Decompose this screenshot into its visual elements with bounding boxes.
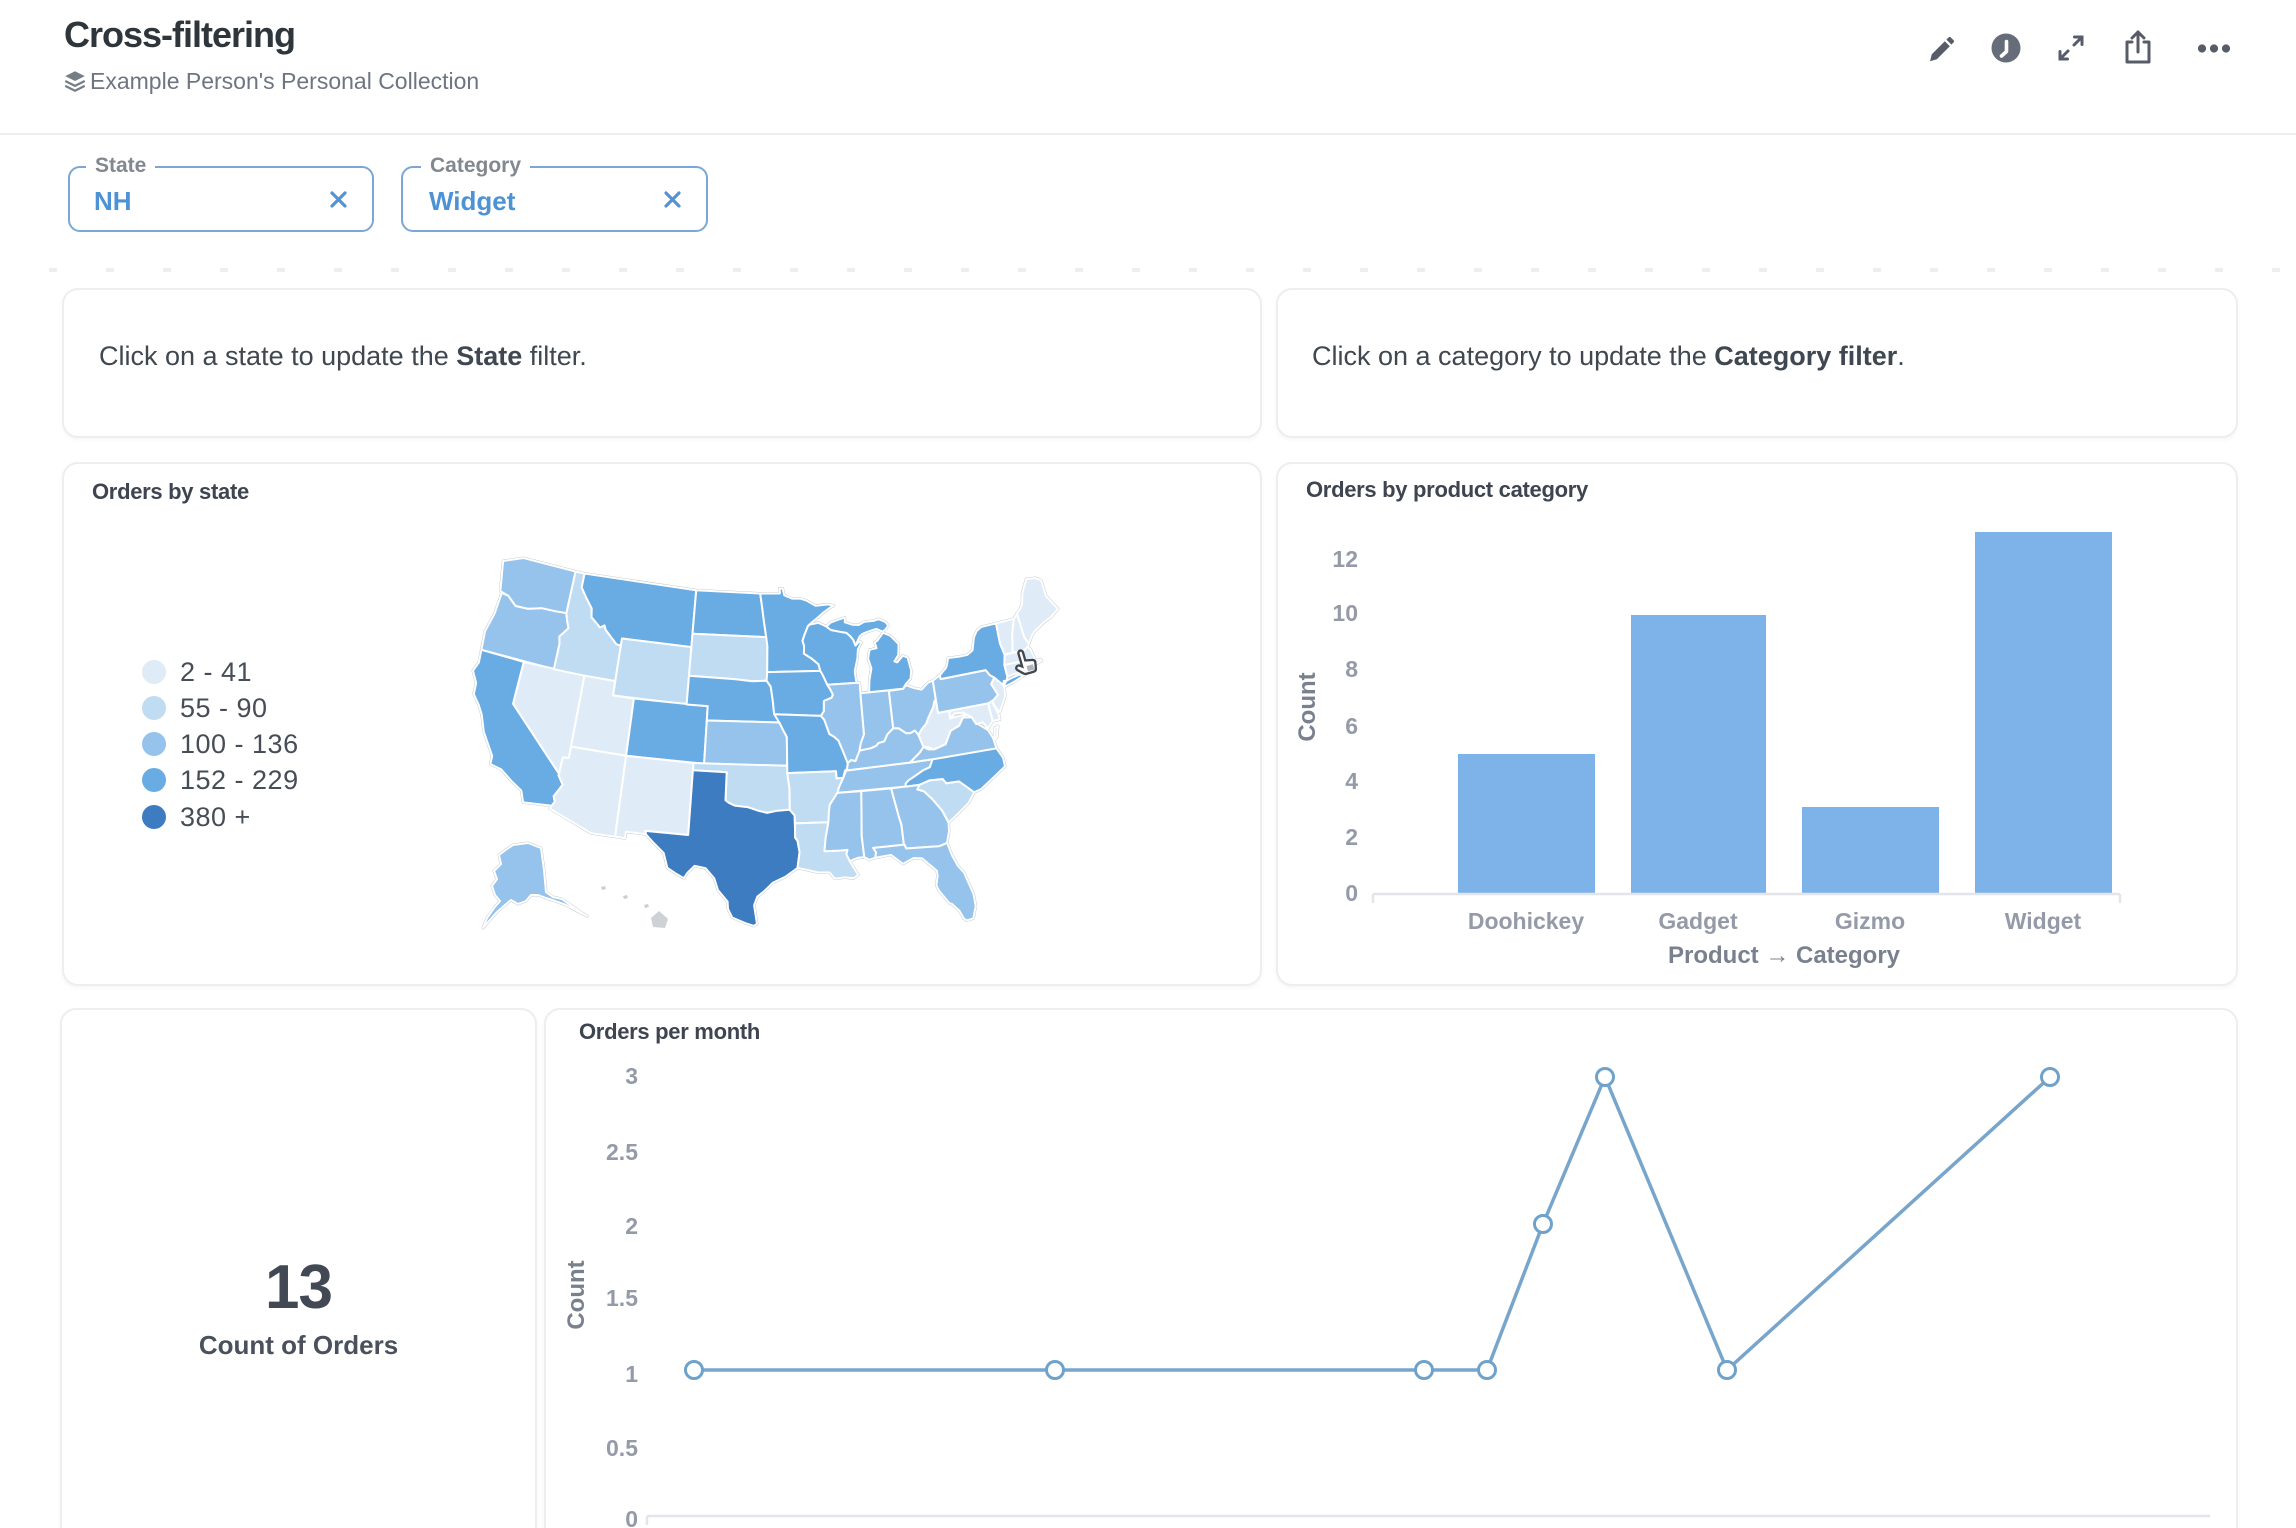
svg-text:Gizmo: Gizmo	[1835, 908, 1905, 934]
svg-text:2 - 41: 2 - 41	[180, 657, 252, 687]
svg-text:2: 2	[625, 1213, 638, 1239]
svg-text:0.5: 0.5	[606, 1435, 638, 1461]
svg-text:10: 10	[1332, 600, 1358, 626]
svg-text:2: 2	[1345, 824, 1358, 850]
svg-text:0: 0	[1345, 880, 1358, 906]
svg-text:Count: Count	[563, 1260, 590, 1329]
svg-text:Product → Category: Product → Category	[1668, 942, 1901, 969]
svg-text:6: 6	[1345, 713, 1358, 739]
svg-text:2.5: 2.5	[606, 1139, 638, 1165]
svg-text:Gadget: Gadget	[1658, 908, 1738, 934]
svg-text:100 - 136: 100 - 136	[180, 729, 299, 759]
svg-text:152 - 229: 152 - 229	[180, 765, 299, 795]
svg-text:1.5: 1.5	[606, 1285, 638, 1311]
svg-text:Widget: Widget	[2005, 908, 2082, 934]
svg-text:1: 1	[625, 1361, 638, 1387]
svg-text:12: 12	[1332, 546, 1358, 572]
svg-text:0: 0	[625, 1506, 638, 1528]
svg-text:4: 4	[1345, 768, 1358, 794]
svg-text:3: 3	[625, 1063, 638, 1089]
svg-text:Count: Count	[1294, 672, 1321, 741]
svg-text:8: 8	[1345, 656, 1358, 682]
svg-text:380 +: 380 +	[180, 802, 251, 832]
svg-text:Doohickey: Doohickey	[1468, 908, 1585, 934]
svg-text:55 - 90: 55 - 90	[180, 693, 268, 723]
